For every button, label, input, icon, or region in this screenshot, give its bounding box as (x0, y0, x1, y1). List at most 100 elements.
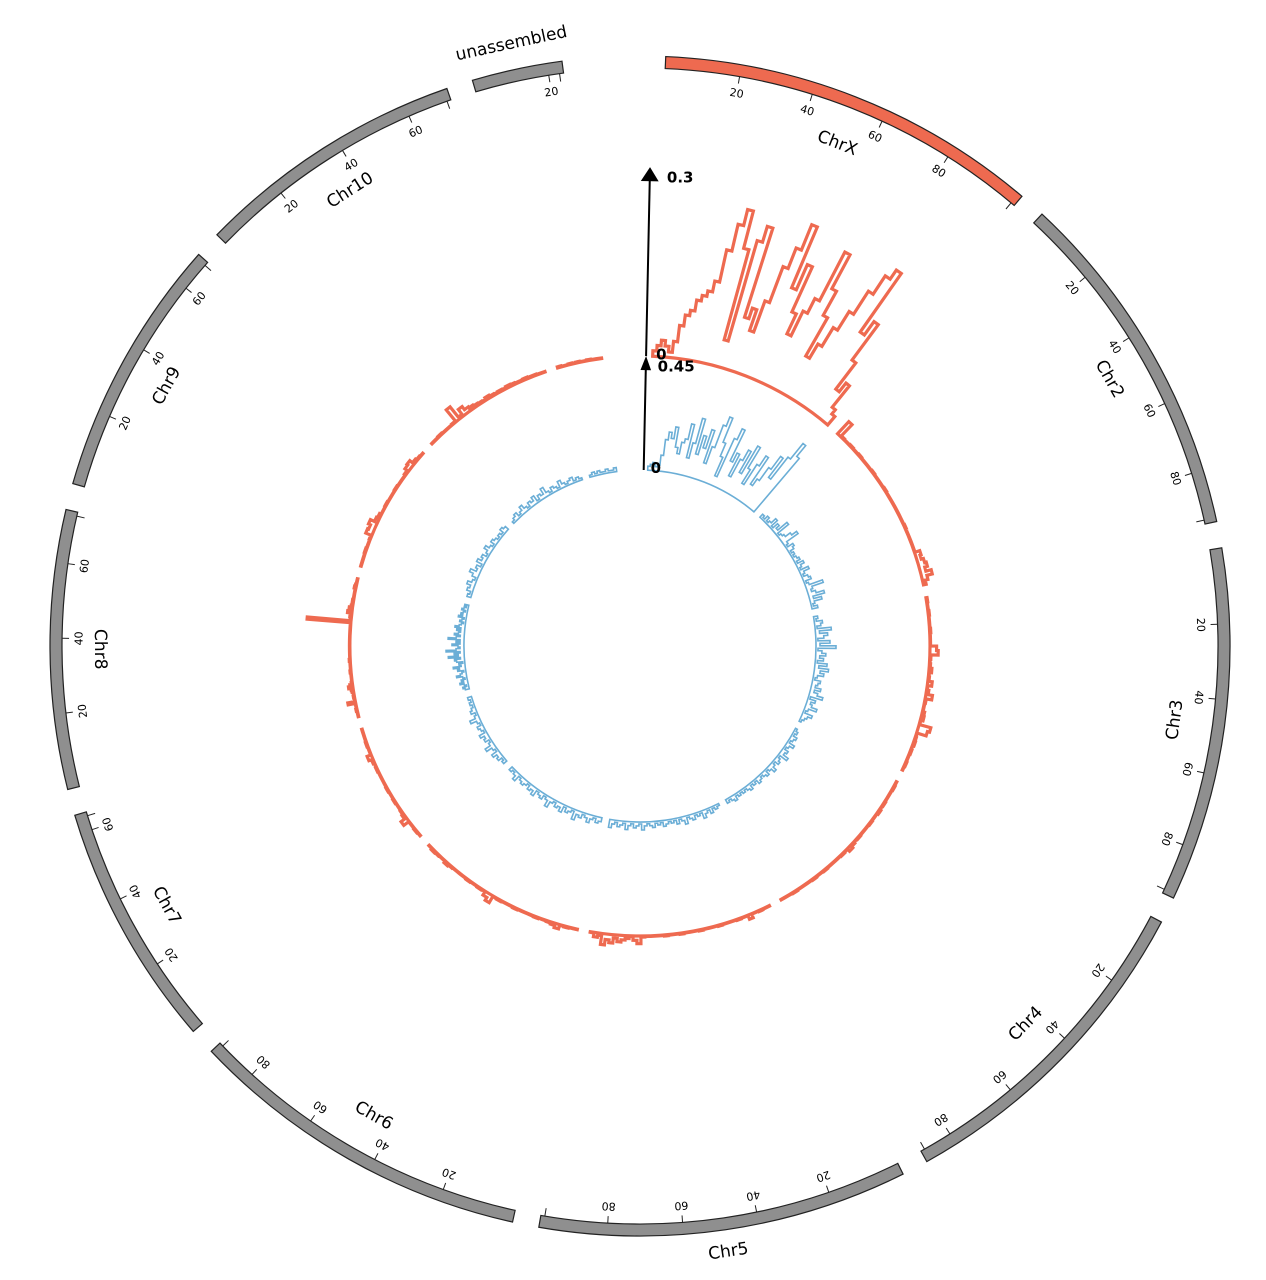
chromosome-label-chr6: Chr6 (351, 1097, 396, 1134)
chromosome-chrx (664, 55, 1023, 207)
position-tick-label: 20 (1063, 279, 1082, 298)
position-tick (809, 94, 813, 102)
position-tick (143, 349, 150, 354)
chromosome-label-chr9: Chr9 (148, 363, 185, 408)
histogram-2-chr10 (511, 475, 584, 525)
chromosome-end-tick (204, 265, 212, 272)
position-tick (67, 563, 75, 566)
position-tick-label: 80 (929, 162, 948, 180)
position-tick-label: 20 (1088, 961, 1107, 980)
position-tick-label: 80 (1158, 830, 1175, 848)
chromosome-chr7 (74, 811, 204, 1033)
chromosome-chr3 (1161, 547, 1231, 899)
position-tick-label: 60 (190, 289, 209, 308)
position-tick (185, 287, 192, 293)
histogram-2-chr6 (508, 765, 603, 825)
position-tick (442, 1182, 447, 1190)
position-tick (945, 1127, 951, 1135)
chromosome-end-tick (76, 515, 85, 519)
chromosome-ring: 20 40 60 80 ChrX 20 40 60 80 Chr2 20 40 60 80 Chr3 20 40… (49, 22, 1231, 1265)
position-tick (737, 76, 741, 84)
position-tick-label: 60 (990, 1067, 1009, 1086)
chromosome-end-tick (1156, 885, 1165, 890)
track-axis-max-label: 0.3 (667, 169, 694, 187)
position-tick-label: 60 (1140, 402, 1158, 420)
chromosome-label-chr4: Chr4 (1004, 1002, 1047, 1045)
position-tick (826, 1185, 830, 1193)
histogram-1-chr10 (429, 369, 548, 447)
histogram-2-chr8 (445, 603, 471, 691)
position-tick (1079, 276, 1086, 283)
chromosome-end-tick (544, 1208, 547, 1217)
chromosome-unassembled (471, 60, 565, 93)
position-tick-label: 60 (674, 1198, 689, 1212)
chromosome-label-chr10: Chr10 (323, 168, 377, 212)
position-tick-label: 20 (440, 1165, 458, 1182)
histogram-1-chr9 (358, 450, 426, 569)
chromosome-end-tick (222, 1040, 229, 1047)
histogram-tracks (305, 207, 940, 947)
position-tick-label: 40 (373, 1135, 391, 1153)
histogram-2-chr7 (466, 695, 508, 765)
position-tick (65, 711, 73, 714)
histogram-1-chrx (650, 207, 904, 428)
position-tick-label: 80 (1167, 470, 1184, 487)
position-tick-label: 40 (799, 102, 816, 119)
histogram-1-unassembled (555, 356, 604, 370)
chromosome-label-chr3: Chr3 (1162, 698, 1187, 741)
chromosome-label-unassembled: unassembled (454, 22, 569, 65)
chromosome-label-chr5: Chr5 (707, 1239, 750, 1265)
position-tick-label: 20 (1194, 618, 1208, 632)
chromosome-end-tick (1005, 202, 1012, 210)
chromosome-end-tick (559, 73, 562, 82)
histogram-2-chr2 (758, 513, 826, 610)
position-tick (1105, 975, 1112, 981)
histogram-1-chr5 (588, 903, 772, 947)
chromosome-label-chr8: Chr8 (90, 629, 110, 670)
histogram-1-chr2 (835, 419, 935, 587)
position-tick (754, 1205, 758, 1213)
position-tick-label: 40 (127, 882, 145, 900)
histogram-track-1 (305, 207, 940, 947)
histogram-1-chr8 (305, 576, 361, 719)
position-tick (1005, 1084, 1011, 1091)
position-tick (280, 192, 286, 199)
track-axes: 0.300.450 (640, 167, 695, 477)
position-tick-label: 20 (282, 197, 301, 216)
position-tick-label: 80 (254, 1052, 273, 1071)
track-axis-zero-label: 0 (656, 345, 666, 363)
position-tick (91, 826, 99, 831)
position-tick-label: 60 (100, 816, 117, 833)
position-tick (1059, 1033, 1065, 1039)
track-axis-arrowhead (640, 356, 652, 371)
position-tick (109, 415, 117, 420)
position-tick-label: 60 (1179, 761, 1195, 778)
histogram-1-chr6 (426, 842, 580, 932)
position-tick-label: 20 (162, 945, 181, 964)
track-axis-1 (645, 177, 651, 357)
chromosome-chr2 (1032, 213, 1218, 525)
chromosome-label-chr2: Chr2 (1091, 357, 1128, 402)
position-tick (310, 1114, 316, 1122)
chromosome-chr4 (920, 915, 1163, 1163)
chromosome-label-chrx: ChrX (814, 126, 860, 160)
position-tick (120, 895, 127, 900)
position-tick (1176, 841, 1183, 846)
position-tick-label: 40 (342, 156, 361, 174)
position-tick-label: 60 (311, 1098, 330, 1117)
position-tick-label: 40 (1043, 1017, 1062, 1036)
position-tick (1184, 472, 1192, 476)
position-tick-label: 60 (407, 123, 425, 141)
position-tick (1196, 770, 1205, 774)
position-tick (251, 1068, 258, 1075)
histogram-track-2 (445, 415, 837, 831)
histogram-2-chr5 (607, 802, 721, 831)
position-tick-label: 40 (149, 349, 167, 368)
chromosome-chr6 (210, 1042, 516, 1223)
track-axis-zero-label: 0 (651, 459, 661, 477)
chromosome-label-chr7: Chr7 (148, 883, 185, 928)
position-tick-label: 60 (77, 558, 92, 574)
position-tick-label: 60 (866, 128, 884, 146)
position-tick (1158, 403, 1165, 407)
position-tick-label: 20 (116, 414, 133, 432)
